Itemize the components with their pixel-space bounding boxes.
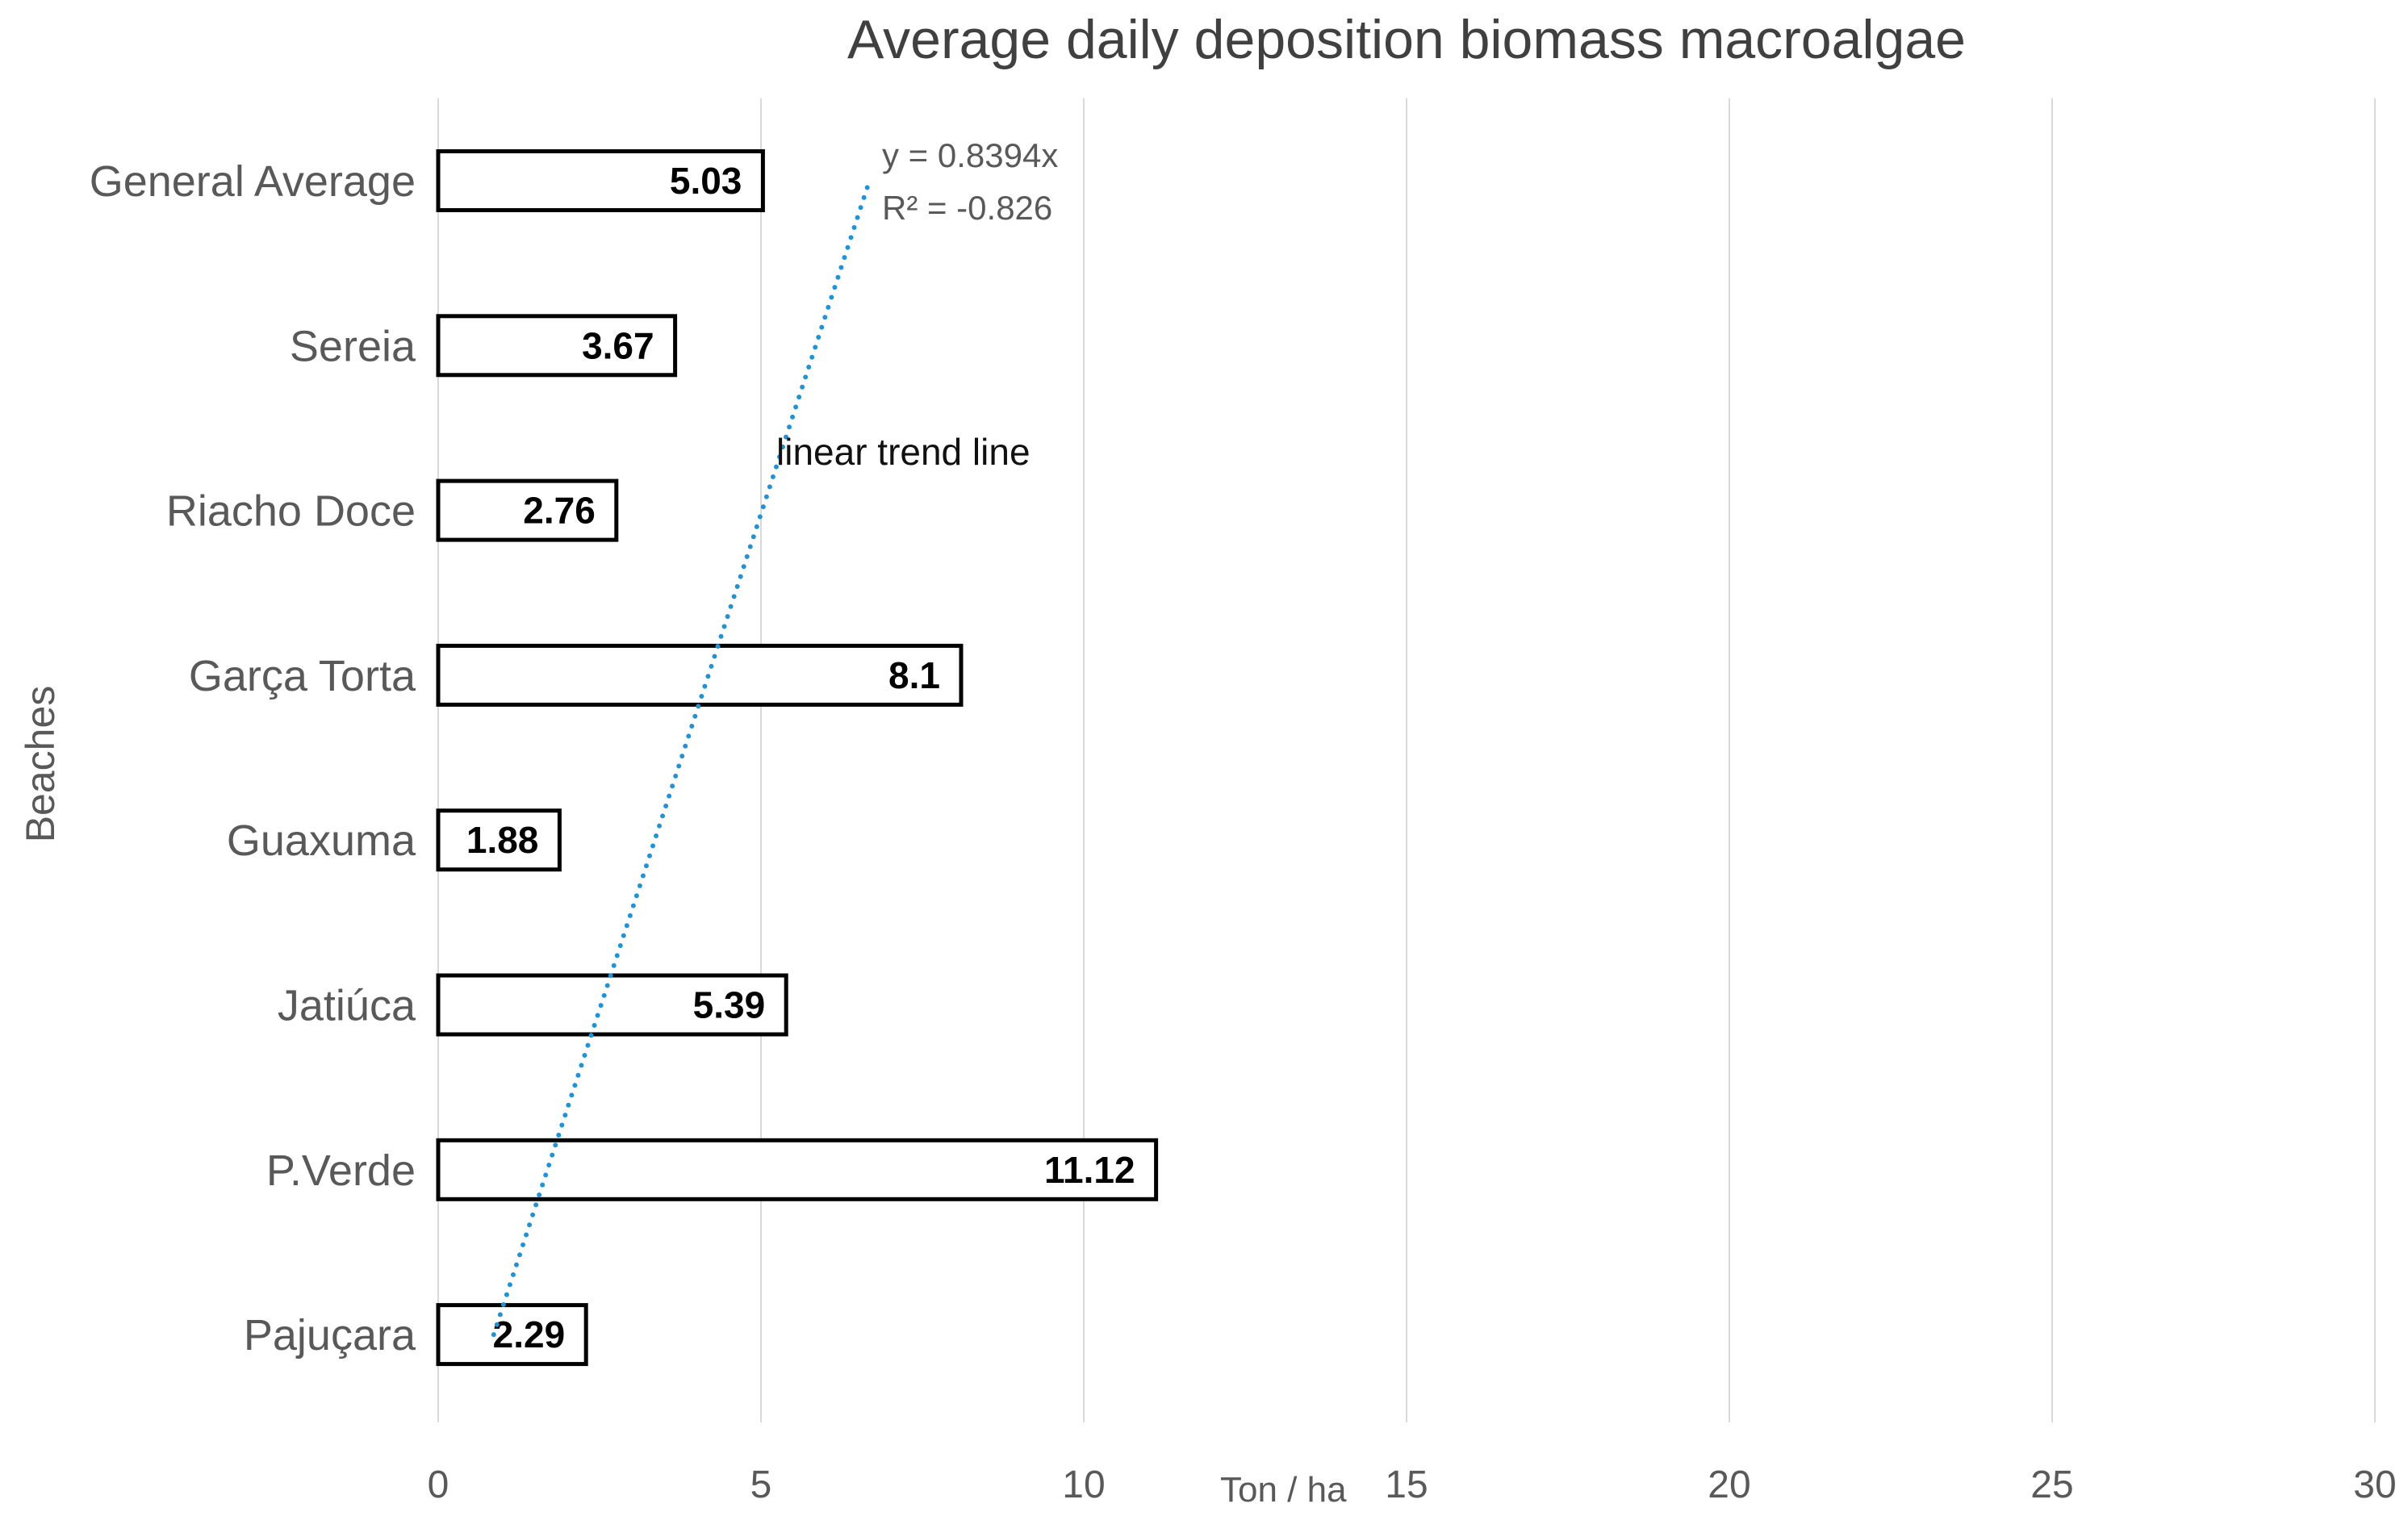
x-tick-label-30: 30 [2353,1464,2396,1506]
category-label-p-verde: P.Verde [266,1146,416,1195]
bar-value-label-general-average: 5.03 [670,160,742,202]
bar-sereia [436,314,678,378]
category-label-general-average: General Average [90,157,416,206]
bar-value-label-jatiuca: 5.39 [693,984,766,1026]
bar-value-label-pajucara: 2.29 [493,1314,566,1355]
x-tick-label-25: 25 [2030,1464,2073,1506]
category-label-riacho-doce: Riacho Doce [166,487,416,536]
category-label-guaxuma: Guaxuma [227,817,416,865]
trendline-r-squared: R² = -0.826 [882,189,1053,228]
x-tick-label-20: 20 [1708,1464,1750,1506]
trendline-label: linear trend line [776,431,1031,473]
x-tick-label-5: 5 [750,1464,772,1506]
bar-guaxuma [436,808,562,872]
x-tick-label-10: 10 [1062,1464,1105,1506]
bar-value-label-guaxuma: 1.88 [466,819,539,861]
bar-value-label-riacho-doce: 2.76 [523,490,596,532]
trendline-dotted [491,182,871,1338]
category-label-sereia: Sereia [290,322,416,370]
category-label-jatiuca: Jatiúca [278,982,416,1030]
x-axis-title: Ton / ha [1220,1470,1347,1510]
x-tick-label-15: 15 [1385,1464,1428,1506]
bar-pajucara [436,1303,588,1367]
trendline-equation: y = 0.8394x [882,136,1059,174]
bar-p-verde [436,1138,1159,1201]
bar-general-average [436,149,765,212]
category-label-pajucara: Pajuçara [244,1311,416,1359]
bar-value-label-p-verde: 11.12 [1044,1149,1135,1191]
bar-value-label-sereia: 3.67 [582,324,654,366]
x-tick-label-0: 0 [428,1464,449,1506]
chart-title: Average daily deposition biomass macroal… [847,9,1966,70]
trendline-annotation: y = 0.8394x R² = -0.826 [882,129,1058,234]
bar-riacho-doce [436,478,619,542]
category-label-garca-torta: Garça Torta [189,652,416,700]
bar-value-label-garca-torta: 8.1 [888,654,940,696]
bar-jatiuca [436,973,788,1037]
